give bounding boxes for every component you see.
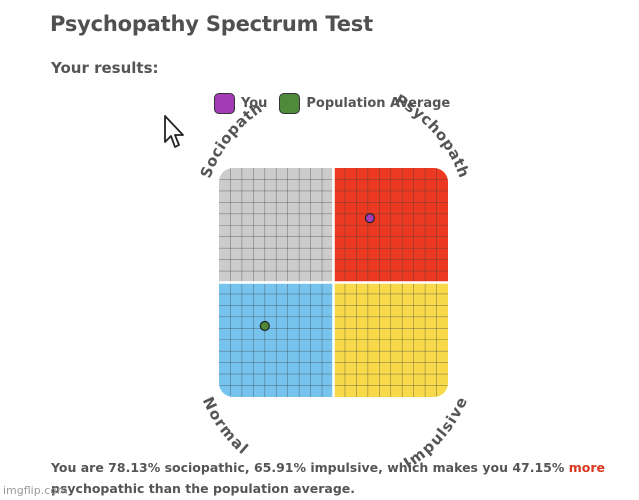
chart-legend: You Population Average (214, 91, 462, 115)
page-title: Psychopathy Spectrum Test (50, 12, 373, 36)
results-heading: Your results: (51, 59, 159, 77)
population-average-point (259, 320, 270, 332)
result-summary: You are 78.13% sociopathic, 65.91% impul… (51, 457, 611, 499)
mouse-pointer-icon (164, 115, 184, 148)
watermark: imgflip.com (3, 484, 68, 497)
normal-label: Normal (199, 394, 252, 458)
you-legend-label: You (241, 95, 268, 111)
you-point (364, 212, 375, 224)
result-text-part1: You are 78.13% sociopathic, 65.91% impul… (51, 460, 565, 475)
you-swatch (214, 92, 235, 114)
population-average-legend-label: Population Average (306, 95, 451, 111)
population-average-swatch (279, 92, 301, 114)
svg-text:Normal: Normal (199, 394, 252, 458)
result-text-part2: psychopathic than the population average… (51, 481, 356, 496)
result-highlight: more (568, 460, 606, 475)
spectrum-chart (219, 168, 448, 397)
